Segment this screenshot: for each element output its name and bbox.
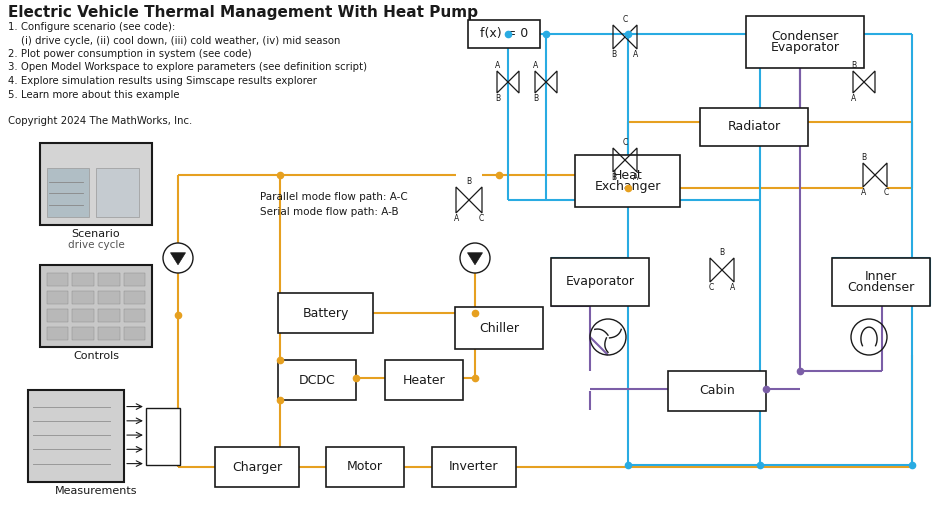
Text: Scenario: Scenario	[71, 229, 120, 239]
Text: (i) drive cycle, (ii) cool down, (iii) cold weather, (iv) mid season: (i) drive cycle, (ii) cool down, (iii) c…	[8, 36, 340, 45]
Text: Evaporator: Evaporator	[771, 41, 839, 55]
Text: A: A	[861, 188, 867, 197]
FancyBboxPatch shape	[551, 258, 649, 306]
FancyBboxPatch shape	[47, 273, 68, 286]
FancyBboxPatch shape	[668, 371, 766, 411]
Text: Electric Vehicle Thermal Management With Heat Pump: Electric Vehicle Thermal Management With…	[8, 5, 478, 20]
Text: C: C	[623, 14, 627, 24]
Text: A: A	[533, 61, 539, 70]
Text: f(x) = 0: f(x) = 0	[480, 27, 528, 41]
Text: Inner: Inner	[865, 270, 897, 283]
FancyBboxPatch shape	[72, 273, 94, 286]
FancyBboxPatch shape	[432, 447, 516, 487]
Text: Copyright 2024 The MathWorks, Inc.: Copyright 2024 The MathWorks, Inc.	[8, 116, 192, 126]
FancyBboxPatch shape	[124, 310, 146, 322]
FancyBboxPatch shape	[47, 291, 68, 304]
FancyBboxPatch shape	[99, 310, 119, 322]
Text: B: B	[611, 50, 617, 59]
FancyBboxPatch shape	[215, 447, 299, 487]
Text: Measurements: Measurements	[54, 486, 137, 496]
FancyBboxPatch shape	[124, 273, 146, 286]
Text: B: B	[496, 94, 500, 103]
Text: C: C	[623, 138, 627, 147]
FancyBboxPatch shape	[47, 167, 89, 217]
Text: A: A	[852, 94, 856, 103]
Text: Inverter: Inverter	[449, 460, 499, 473]
Text: Parallel mode flow path: A-C: Parallel mode flow path: A-C	[260, 192, 408, 202]
FancyBboxPatch shape	[326, 447, 404, 487]
Text: Evaporator: Evaporator	[565, 276, 635, 288]
Polygon shape	[468, 253, 483, 265]
FancyBboxPatch shape	[72, 310, 94, 322]
FancyBboxPatch shape	[278, 293, 373, 333]
Text: 3. Open Model Workspace to explore parameters (see definition script): 3. Open Model Workspace to explore param…	[8, 62, 367, 73]
FancyBboxPatch shape	[99, 273, 119, 286]
Text: Condenser: Condenser	[771, 30, 839, 43]
Text: 1. Configure scenario (see code):: 1. Configure scenario (see code):	[8, 22, 176, 32]
Polygon shape	[171, 253, 186, 265]
FancyBboxPatch shape	[700, 108, 808, 146]
FancyBboxPatch shape	[47, 328, 68, 340]
FancyBboxPatch shape	[99, 328, 119, 340]
FancyBboxPatch shape	[124, 328, 146, 340]
Text: B: B	[611, 173, 617, 182]
Text: A: A	[634, 50, 639, 59]
FancyBboxPatch shape	[468, 20, 540, 48]
Text: Charger: Charger	[232, 460, 282, 473]
Text: A: A	[731, 283, 735, 292]
Text: 2. Plot power consumption in system (see code): 2. Plot power consumption in system (see…	[8, 49, 252, 59]
FancyBboxPatch shape	[28, 390, 124, 482]
Text: B: B	[719, 248, 725, 257]
Text: Controls: Controls	[73, 351, 119, 361]
Text: A: A	[454, 214, 459, 223]
Text: Chiller: Chiller	[479, 321, 519, 335]
Text: 5. Learn more about this example: 5. Learn more about this example	[8, 90, 179, 99]
Text: DCDC: DCDC	[299, 373, 335, 386]
Text: Heat: Heat	[612, 168, 642, 182]
FancyBboxPatch shape	[99, 291, 119, 304]
FancyBboxPatch shape	[72, 328, 94, 340]
Text: C: C	[708, 283, 714, 292]
Text: Heater: Heater	[403, 373, 445, 386]
FancyBboxPatch shape	[146, 408, 180, 466]
FancyBboxPatch shape	[746, 16, 864, 68]
FancyBboxPatch shape	[278, 360, 356, 400]
FancyBboxPatch shape	[832, 258, 930, 306]
FancyBboxPatch shape	[575, 155, 680, 207]
Text: Condenser: Condenser	[847, 281, 915, 295]
FancyBboxPatch shape	[40, 143, 152, 225]
Text: Serial mode flow path: A-B: Serial mode flow path: A-B	[260, 207, 399, 217]
Text: Exchanger: Exchanger	[594, 180, 661, 193]
FancyBboxPatch shape	[96, 167, 139, 217]
FancyBboxPatch shape	[72, 291, 94, 304]
Text: A: A	[634, 173, 639, 182]
FancyBboxPatch shape	[124, 291, 146, 304]
Text: C: C	[884, 188, 888, 197]
Text: B: B	[861, 153, 867, 162]
FancyBboxPatch shape	[40, 265, 152, 347]
Text: 4. Explore simulation results using Simscape results explorer: 4. Explore simulation results using Sims…	[8, 76, 316, 86]
Text: B: B	[852, 61, 856, 70]
Text: Radiator: Radiator	[728, 121, 780, 133]
FancyBboxPatch shape	[385, 360, 463, 400]
Text: A: A	[496, 61, 500, 70]
Text: Cabin: Cabin	[700, 385, 735, 398]
Text: C: C	[478, 214, 484, 223]
FancyBboxPatch shape	[455, 307, 543, 349]
Text: Battery: Battery	[302, 306, 348, 319]
Text: B: B	[533, 94, 539, 103]
Text: B: B	[467, 177, 471, 186]
FancyBboxPatch shape	[47, 310, 68, 322]
Text: drive cycle: drive cycle	[68, 240, 124, 250]
Text: Motor: Motor	[347, 460, 383, 473]
